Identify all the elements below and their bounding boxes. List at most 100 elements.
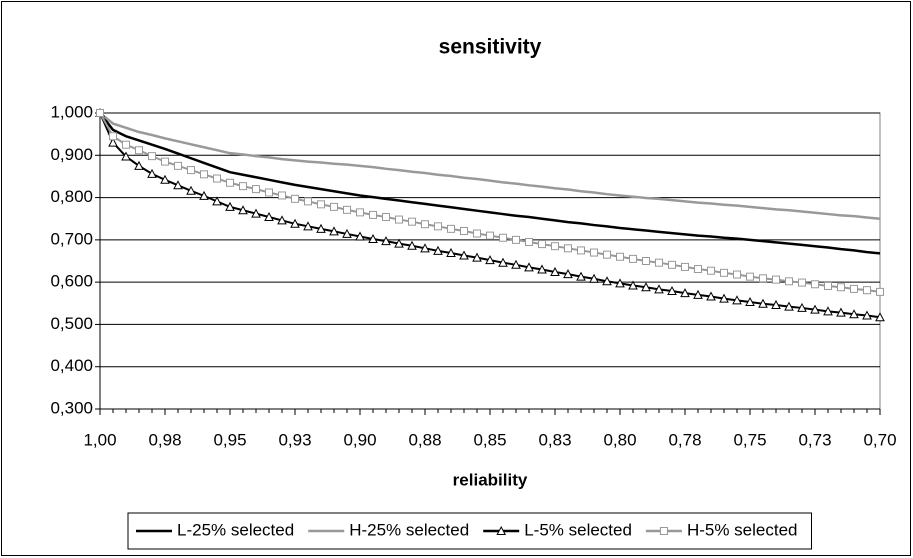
marker	[589, 273, 599, 283]
marker	[343, 205, 351, 214]
y-tick-label: 0,600	[50, 272, 93, 291]
marker	[758, 298, 768, 308]
marker	[291, 194, 299, 203]
marker	[486, 231, 494, 240]
marker	[759, 274, 767, 283]
marker	[225, 201, 235, 211]
marker	[629, 254, 637, 263]
x-tick-label: 0,83	[538, 430, 571, 449]
marker	[875, 312, 885, 322]
marker	[628, 280, 638, 290]
x-tick-label: 0,73	[798, 430, 831, 449]
x-tick-label: 0,75	[733, 430, 766, 449]
x-tick-label: 0,78	[668, 430, 701, 449]
y-tick-label: 0,300	[50, 398, 93, 417]
x-tick-label: 0,85	[473, 430, 506, 449]
marker	[693, 289, 703, 299]
marker	[265, 188, 273, 197]
marker	[772, 275, 780, 284]
marker	[109, 132, 117, 141]
marker	[316, 223, 326, 233]
marker	[238, 205, 248, 215]
marker	[707, 266, 715, 275]
marker	[407, 240, 417, 250]
y-tick-label: 1,000	[50, 102, 93, 121]
marker	[434, 222, 442, 231]
legend: L-25% selected H-25% selected L-5% selecte…	[127, 512, 812, 550]
marker	[277, 215, 287, 225]
marker	[226, 178, 234, 187]
marker	[147, 168, 157, 178]
marker	[460, 226, 468, 235]
marker	[850, 284, 858, 293]
series-line	[99, 112, 881, 220]
marker	[667, 285, 677, 296]
marker	[395, 215, 403, 224]
marker	[525, 237, 533, 246]
marker	[616, 252, 624, 261]
marker	[681, 262, 689, 271]
marker	[642, 257, 650, 265]
chart-title: sensitivity	[439, 36, 542, 59]
marker	[381, 236, 391, 246]
marker	[576, 271, 586, 281]
marker	[382, 213, 390, 222]
marker	[122, 140, 130, 149]
marker	[186, 185, 196, 195]
marker	[472, 252, 482, 262]
marker	[733, 270, 741, 279]
marker	[187, 166, 195, 175]
marker	[174, 161, 182, 170]
marker	[212, 196, 222, 206]
marker	[369, 210, 377, 219]
marker	[550, 266, 560, 276]
marker	[659, 527, 668, 535]
marker	[511, 259, 521, 269]
marker	[459, 250, 469, 260]
marker	[564, 244, 572, 253]
marker	[563, 269, 573, 279]
marker	[810, 304, 820, 314]
legend-label: H-25% selected	[349, 520, 469, 539]
marker	[732, 295, 742, 305]
legend-box	[127, 512, 812, 550]
marker	[199, 190, 209, 200]
x-tick-label: 0,98	[148, 430, 181, 449]
marker	[473, 229, 481, 238]
marker	[251, 208, 261, 218]
marker	[368, 233, 378, 244]
marker	[720, 268, 728, 277]
marker	[745, 296, 755, 307]
marker	[304, 197, 312, 206]
marker	[342, 228, 352, 238]
marker	[108, 137, 118, 147]
marker	[96, 109, 104, 117]
y-tick-label: 0,700	[50, 229, 93, 248]
marker	[421, 220, 429, 229]
marker	[134, 160, 144, 170]
marker	[303, 221, 313, 231]
marker	[160, 174, 170, 184]
marker	[161, 157, 169, 166]
marker	[239, 182, 247, 191]
x-tick-label: 1,00	[83, 430, 116, 449]
marker	[668, 260, 676, 269]
marker	[420, 243, 430, 253]
marker	[512, 235, 520, 244]
marker	[577, 246, 585, 255]
marker	[641, 282, 651, 292]
marker	[213, 174, 221, 183]
marker	[499, 233, 507, 242]
marker	[603, 250, 611, 259]
x-tick-label: 0,93	[278, 430, 311, 449]
marker	[524, 262, 534, 272]
marker	[290, 218, 300, 228]
marker	[433, 245, 443, 255]
legend-label: H-5% selected	[687, 520, 798, 539]
marker	[771, 299, 781, 309]
x-tick-label: 0,90	[343, 430, 376, 449]
marker	[784, 301, 794, 311]
marker	[719, 293, 729, 303]
marker	[278, 191, 286, 200]
